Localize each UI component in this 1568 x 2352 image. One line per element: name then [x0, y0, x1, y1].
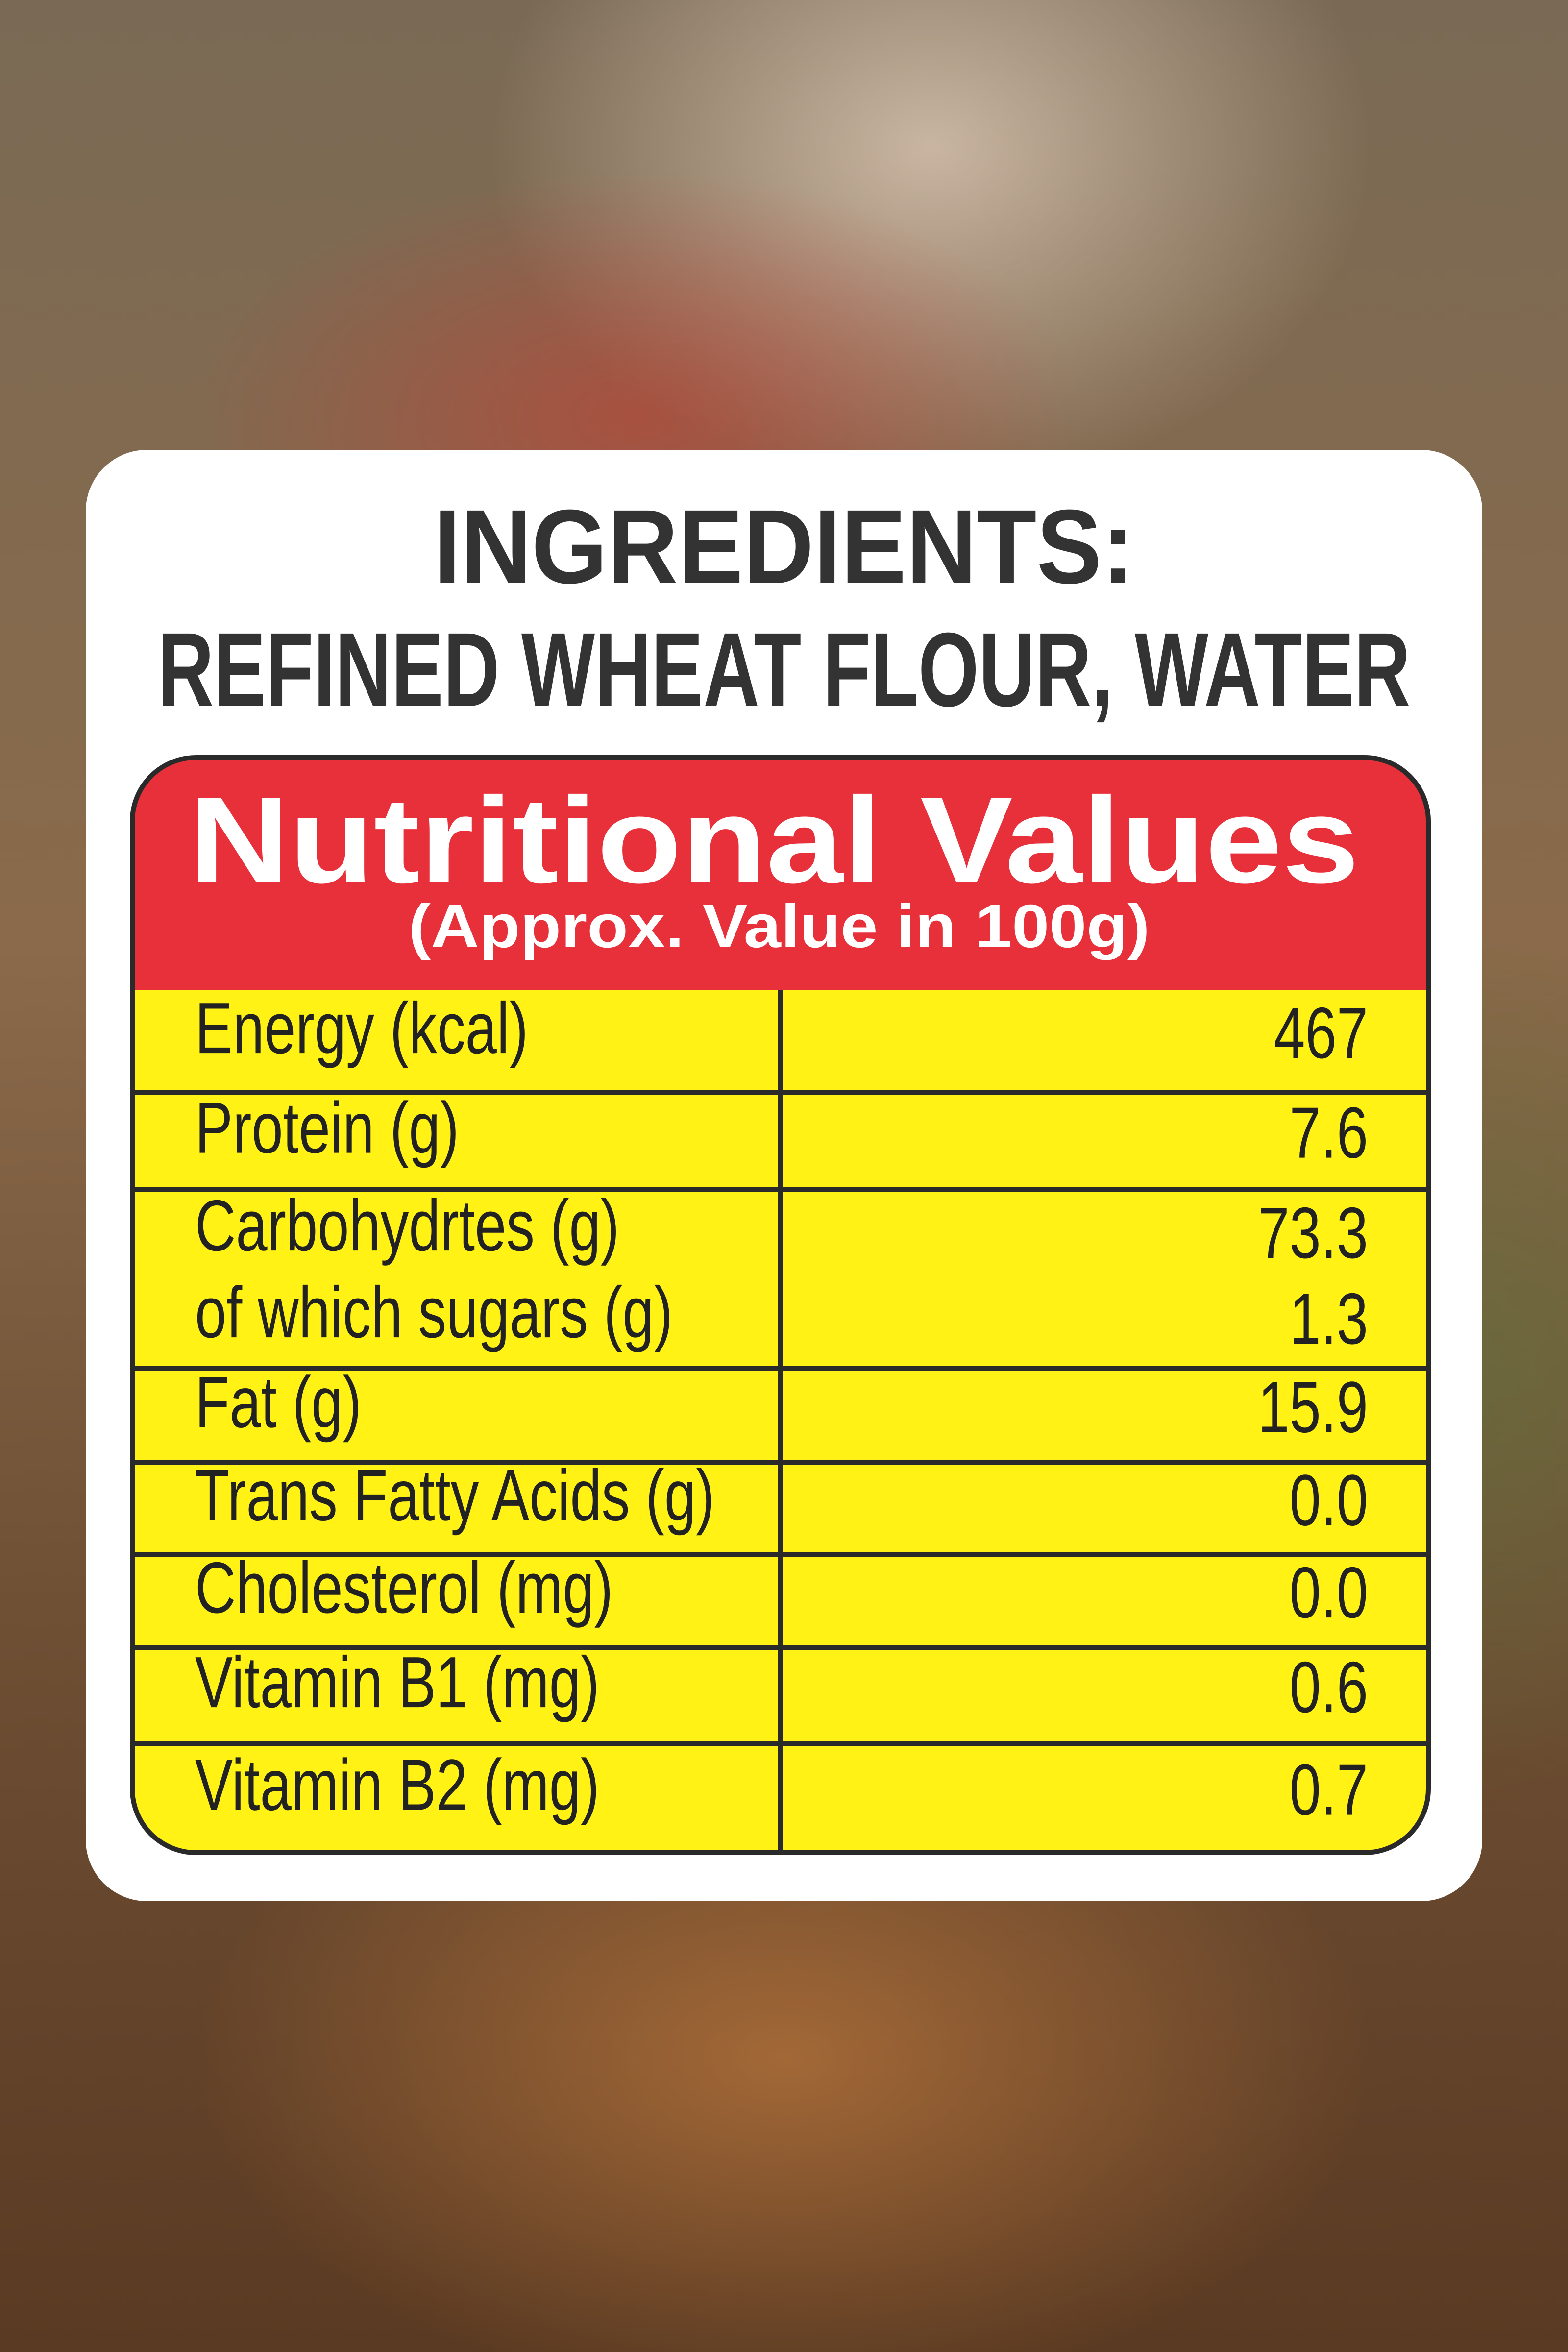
row-value: 0.7: [1290, 1750, 1368, 1831]
table-border: [130, 755, 1431, 1855]
row-label: Energy (kcal): [195, 988, 528, 1069]
row-value: 0.0: [1290, 1552, 1368, 1633]
row-label: Vitamin B1 (mg): [195, 1642, 599, 1723]
row-label: Vitamin B2 (mg): [195, 1745, 599, 1826]
row-value: 73.3: [1258, 1193, 1368, 1274]
table-subtitle: (Approx. Value in 100g): [409, 892, 1150, 960]
row-value: 0.6: [1290, 1647, 1368, 1728]
row-label: Fat (g): [195, 1362, 362, 1443]
row-label: Carbohydrtes (g): [195, 1185, 619, 1266]
row-label: Trans Fatty Acids (g): [195, 1455, 715, 1536]
row-label: Cholesterol (mg): [195, 1547, 613, 1628]
row-value: 15.9: [1258, 1367, 1368, 1448]
row-sublabel: of which sugars (g): [195, 1272, 673, 1353]
table-rows: Energy (kcal) 467 Protein (g) 7.6 Carbohydrt…: [132, 988, 1428, 1831]
row-label: Protein (g): [195, 1088, 459, 1169]
row-value: 7.6: [1290, 1093, 1368, 1174]
row-subvalue: 1.3: [1290, 1278, 1368, 1359]
row-value: 467: [1274, 993, 1368, 1074]
row-value: 0.0: [1290, 1460, 1368, 1541]
ingredients-title: INGREDIENTS:: [434, 488, 1134, 606]
table-title: Nutritional Values: [189, 772, 1359, 908]
ingredients-text: REFINED WHEAT FLOUR, WATER: [158, 611, 1411, 729]
table-header: [132, 758, 1428, 990]
